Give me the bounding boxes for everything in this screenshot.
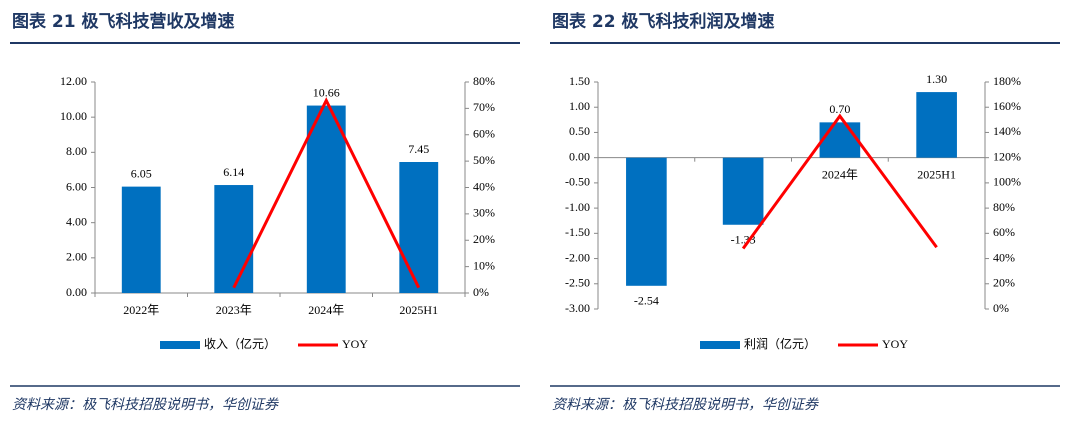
y-tick-label: -1.00 — [565, 200, 590, 214]
y2-tick-label: 60% — [993, 225, 1015, 239]
chart-title: 图表 22 极飞科技利润及增速 — [552, 11, 775, 32]
x-tick-label: 2022年 — [123, 303, 159, 317]
y2-tick-label: 0% — [993, 301, 1009, 315]
x-tick-label: 2023年 — [216, 303, 252, 317]
bar — [916, 92, 957, 158]
y2-tick-label: 0% — [473, 285, 489, 299]
y2-tick-label: 20% — [473, 232, 495, 246]
y-tick-label: -1.50 — [565, 225, 590, 239]
data-label: 7.45 — [408, 142, 429, 156]
bar — [819, 122, 861, 158]
bar — [306, 105, 346, 293]
y-tick-label: -0.50 — [565, 175, 590, 189]
y2-tick-label: 180% — [993, 74, 1021, 88]
line-series — [741, 113, 938, 250]
data-label: 6.05 — [131, 166, 152, 180]
bar — [399, 162, 439, 293]
legend-label: 收入（亿元） — [204, 336, 276, 351]
y-tick-label: -2.50 — [565, 276, 590, 290]
bar — [214, 185, 254, 293]
x-tick-label: 2025H1 — [399, 303, 438, 317]
y2-tick-label: 30% — [473, 206, 495, 220]
y-tick-label: 4.00 — [66, 214, 87, 228]
legend-label: YOY — [342, 337, 368, 351]
y-tick-label: 0.00 — [66, 285, 87, 299]
y2-tick-label: 20% — [993, 276, 1015, 290]
bar — [121, 186, 161, 293]
y-tick-label: 1.00 — [569, 99, 590, 113]
y-tick-label: -3.00 — [565, 301, 590, 315]
legend-label: 利润（亿元） — [744, 336, 816, 351]
data-label: 10.66 — [313, 85, 340, 99]
legend-swatch — [160, 341, 200, 349]
y2-tick-label: 80% — [473, 74, 495, 88]
y-tick-label: 0.00 — [569, 149, 590, 163]
data-label: 0.70 — [829, 102, 850, 116]
data-label: -2.54 — [634, 294, 659, 308]
data-label: 1.30 — [926, 72, 947, 86]
y2-tick-label: 60% — [473, 127, 495, 141]
y2-tick-label: 40% — [993, 250, 1015, 264]
y-tick-label: 10.00 — [60, 109, 87, 123]
y2-tick-label: 120% — [993, 149, 1021, 163]
x-tick-label: 2024年 — [308, 303, 344, 317]
y-tick-label: 1.50 — [569, 74, 590, 88]
y2-tick-label: 10% — [473, 258, 495, 272]
x-tick-label: 2025H1 — [917, 167, 956, 181]
y-tick-label: 12.00 — [60, 74, 87, 88]
y2-tick-label: 40% — [473, 179, 495, 193]
line-series — [232, 97, 421, 289]
source: 资料来源：极飞科技招股说明书，华创证券 — [12, 397, 279, 413]
y-tick-label: 0.50 — [569, 124, 590, 138]
data-label: 6.14 — [223, 165, 244, 179]
source: 资料来源：极飞科技招股说明书，华创证券 — [552, 397, 819, 413]
y2-tick-label: 160% — [993, 99, 1021, 113]
y-tick-label: 2.00 — [66, 250, 87, 264]
y2-tick-label: 80% — [993, 200, 1015, 214]
y-tick-label: -2.00 — [565, 250, 590, 264]
x-tick-label: 2024年 — [822, 167, 858, 181]
y-tick-label: 6.00 — [66, 179, 87, 193]
y2-tick-label: 100% — [993, 175, 1021, 189]
bar — [722, 157, 764, 225]
chart-title: 图表 21 极飞科技营收及增速 — [12, 11, 235, 32]
data-label: -1.33 — [731, 233, 756, 247]
y-tick-label: 8.00 — [66, 144, 87, 158]
y2-tick-label: 50% — [473, 153, 495, 167]
y2-tick-label: 70% — [473, 100, 495, 114]
bar — [626, 157, 667, 286]
legend-swatch — [700, 341, 740, 349]
legend-label: YOY — [882, 337, 908, 351]
y2-tick-label: 140% — [993, 124, 1021, 138]
